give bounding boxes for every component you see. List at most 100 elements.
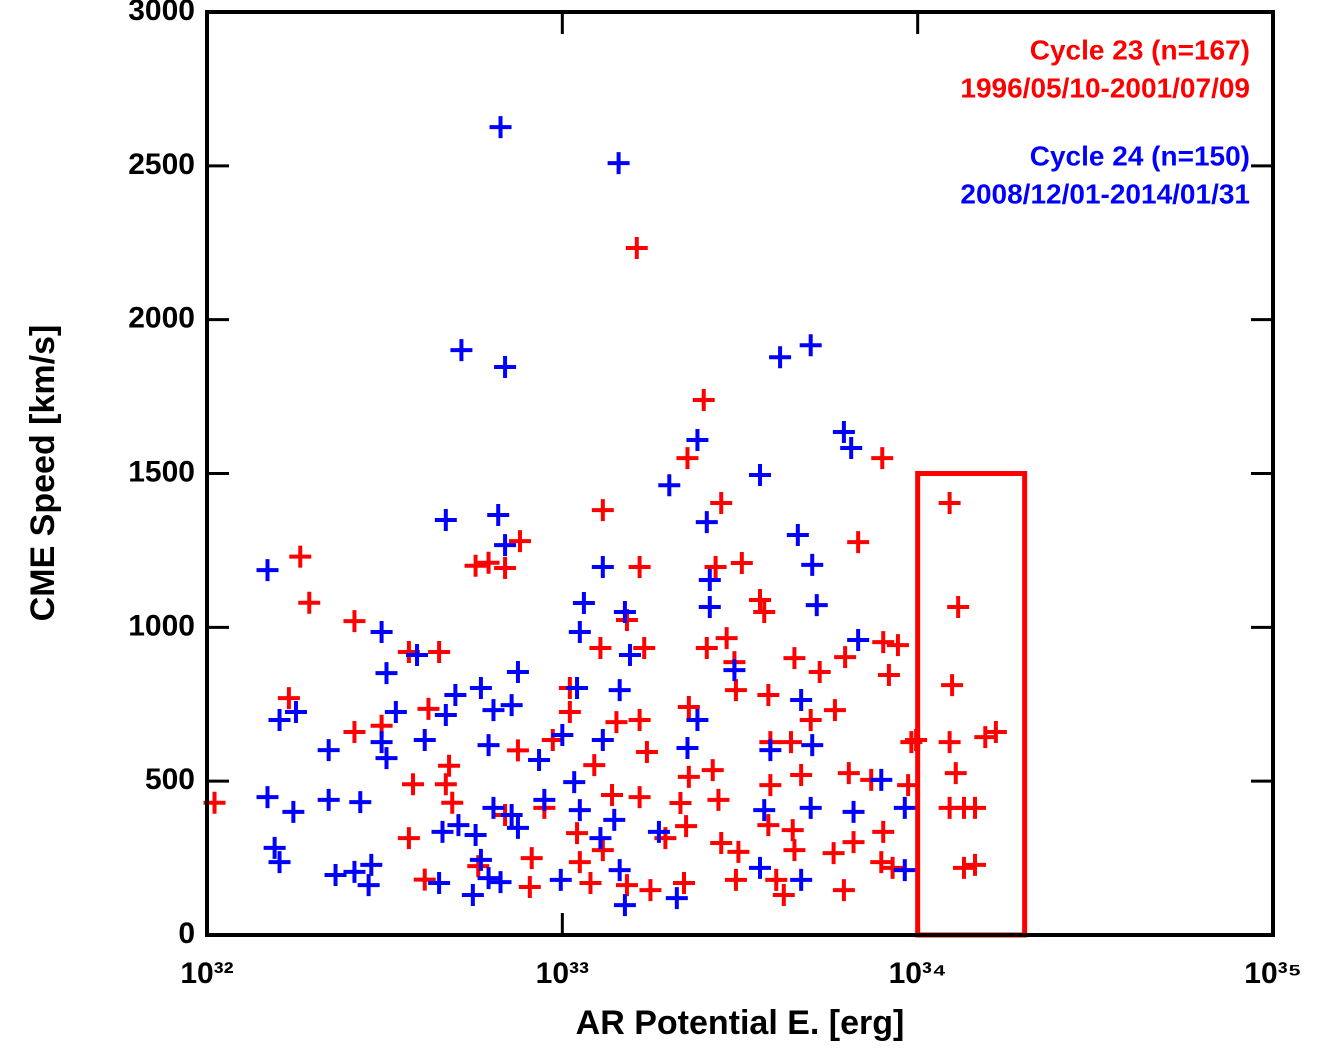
marker (566, 676, 589, 699)
marker (375, 662, 398, 685)
marker (801, 553, 824, 576)
marker (489, 116, 512, 139)
marker (698, 568, 721, 591)
marker (783, 647, 806, 670)
marker (665, 887, 688, 910)
marker (676, 447, 699, 470)
marker (964, 853, 987, 876)
marker (730, 552, 753, 575)
marker (461, 884, 484, 907)
marker (317, 788, 340, 811)
marker (842, 800, 865, 823)
marker (727, 840, 750, 863)
marker (695, 511, 718, 534)
marker (518, 876, 541, 899)
marker (494, 356, 517, 379)
marker (832, 420, 855, 443)
marker (834, 646, 857, 669)
x-axis-title: AR Potential E. [erg] (576, 1004, 905, 1042)
marker (370, 731, 393, 754)
marker (447, 814, 470, 837)
marker (589, 636, 612, 659)
marker (753, 600, 776, 623)
marker (469, 848, 492, 871)
marker (723, 659, 746, 682)
marker (613, 600, 636, 623)
marker (695, 636, 718, 659)
marker (343, 720, 366, 743)
marker (749, 856, 772, 879)
marker (591, 499, 614, 522)
marker (370, 620, 393, 643)
legend-label: Cycle 23 (n=167) (1030, 34, 1250, 65)
marker (772, 884, 795, 907)
marker (877, 664, 900, 687)
marker (384, 700, 407, 723)
marker (781, 819, 804, 842)
marker (277, 687, 300, 710)
marker (444, 684, 467, 707)
marker (568, 620, 591, 643)
marker (268, 708, 291, 731)
marker (704, 556, 727, 579)
marker (591, 556, 614, 579)
marker (628, 786, 651, 809)
marker (769, 346, 792, 369)
marker (886, 634, 909, 657)
marker (406, 644, 429, 667)
marker (469, 676, 492, 699)
marker (608, 859, 631, 882)
marker (268, 851, 291, 874)
marker (686, 708, 709, 731)
y-axis-title: CME Speed [km/s] (24, 325, 62, 622)
marker (413, 728, 436, 751)
marker (822, 842, 845, 865)
marker (675, 815, 698, 838)
marker (847, 531, 870, 554)
marker (676, 736, 699, 759)
marker (635, 740, 658, 763)
marker (441, 791, 464, 814)
marker (753, 799, 776, 822)
marker (494, 534, 517, 557)
marker (551, 724, 574, 747)
marker (464, 824, 487, 847)
marker (263, 836, 286, 859)
x-tick-label: 10³² (180, 957, 233, 990)
marker (343, 860, 366, 883)
marker (482, 796, 505, 819)
marker (984, 720, 1007, 743)
marker (757, 814, 780, 837)
marker (799, 796, 822, 819)
marker (870, 851, 893, 874)
marker (349, 791, 372, 814)
marker (698, 596, 721, 619)
marker (601, 784, 624, 807)
marker (759, 774, 782, 797)
marker (298, 591, 321, 614)
y-tick-label: 2500 (128, 148, 195, 181)
marker (558, 700, 581, 723)
marker (605, 711, 628, 734)
marker (707, 788, 730, 811)
marker (494, 556, 517, 579)
marker (823, 699, 846, 722)
marker (615, 874, 638, 897)
marker (847, 628, 870, 651)
marker (428, 872, 451, 895)
marker (749, 588, 772, 611)
marker (284, 700, 307, 723)
marker (786, 524, 809, 547)
marker (710, 832, 733, 855)
marker (397, 827, 420, 850)
marker (647, 820, 670, 843)
y-tick-label: 1500 (128, 455, 195, 488)
marker (541, 728, 564, 751)
marker (434, 773, 457, 796)
marker (941, 674, 964, 697)
y-tick-label: 1000 (128, 609, 195, 642)
marker (528, 748, 551, 771)
marker (477, 551, 500, 574)
marker (607, 152, 630, 175)
